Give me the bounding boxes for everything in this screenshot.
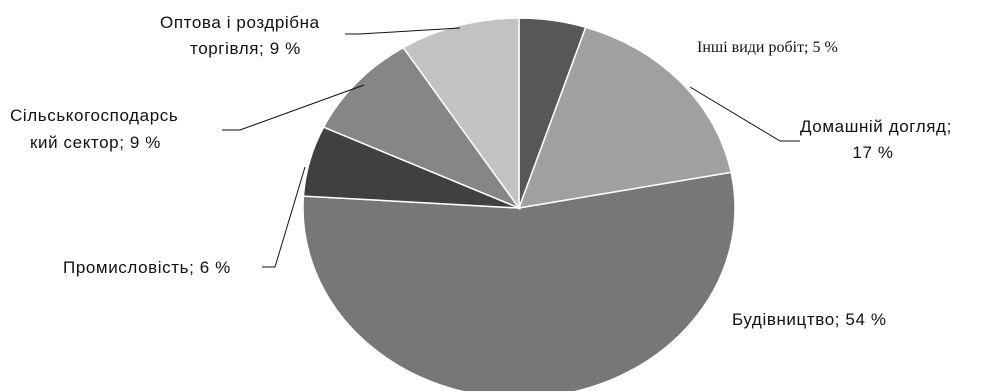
slice-label-silskohospodarskyi-line2: кий сектор; 9 % [30, 133, 161, 152]
leader-line-silskohospodarskyi [222, 84, 365, 131]
pie-slice-5 [322, 46, 522, 210]
slice-label-domashnii-dohliad-line1: Домашній догляд; [800, 117, 952, 136]
slice-label-promyslovist: Промисловість; 6 % [63, 258, 231, 277]
pie-slice-2 [517, 26, 733, 209]
pie-slice-6 [402, 17, 520, 211]
slice-label-inshi-vydy-robit: Інші види робіт; 5 % [697, 39, 838, 56]
slice-label-budivnytstvo: Будівництво; 54 % [732, 310, 887, 329]
leader-line-promyslovist [262, 166, 306, 268]
pie-slices [302, 17, 736, 391]
slice-label-optova-torhivlia-line2: торгівля; 9 % [190, 39, 301, 58]
slice-label-optova-torhivlia-line1: Оптова і роздрібна [160, 13, 320, 32]
slice-label-silskohospodarskyi-line1: Сільськогосподарсь [10, 106, 178, 125]
slice-label-domashnii-dohliad-line2: 17 % [852, 143, 893, 162]
pie-slice-3 [302, 171, 736, 391]
leader-lines [222, 27, 800, 268]
leader-line-optova-torhivlia [345, 27, 461, 35]
leader-line-domashnii-dohliad [689, 86, 800, 142]
